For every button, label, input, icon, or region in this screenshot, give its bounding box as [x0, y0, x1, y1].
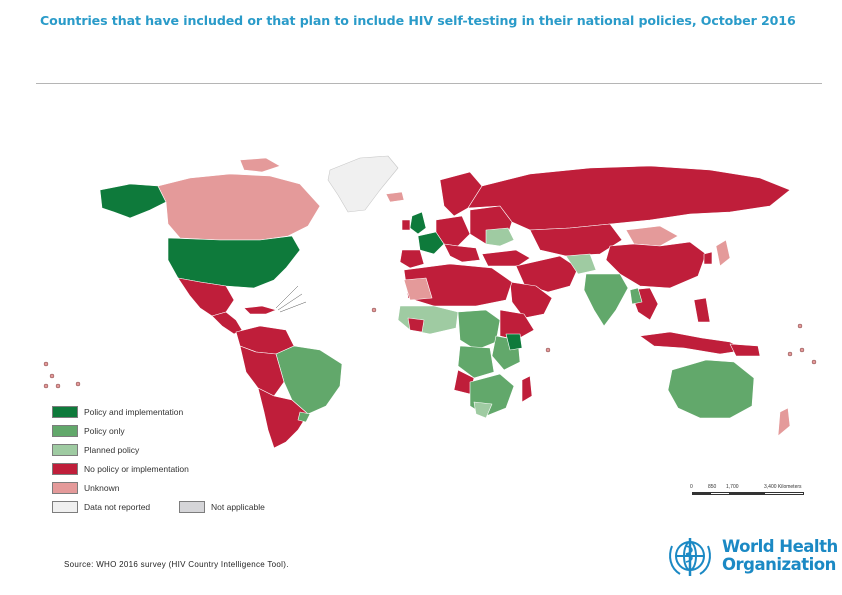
region-canada	[157, 173, 321, 241]
scale-segment	[693, 493, 711, 494]
region-korea	[703, 251, 713, 265]
scale-label: 850	[708, 484, 717, 490]
scale-label: 0	[690, 484, 693, 490]
who-wordmark-line1: World Health	[722, 537, 838, 556]
island-marker	[55, 383, 61, 389]
region-australia	[667, 359, 755, 419]
island-marker	[811, 359, 817, 365]
region-sahara-west	[403, 277, 433, 301]
region-west-africa-coast	[407, 317, 425, 333]
region-andes	[239, 345, 285, 397]
legend-swatch	[52, 501, 78, 513]
region-central-africa	[457, 309, 501, 351]
legend-swatch	[52, 444, 78, 456]
region-philippines	[693, 297, 711, 323]
region-ukraine	[485, 227, 515, 247]
region-central-america	[211, 311, 243, 335]
region-indonesia	[639, 331, 747, 355]
legend-label: Planned policy	[84, 445, 140, 455]
region-iberia	[399, 249, 425, 269]
region-caribbean	[243, 305, 277, 315]
caribbean-leader	[277, 293, 303, 311]
region-japan	[715, 239, 731, 267]
region-kenya	[505, 333, 523, 351]
region-madagascar	[521, 375, 533, 403]
region-drc	[457, 345, 495, 379]
scale-segment	[729, 493, 765, 494]
region-arctic-islands	[239, 157, 281, 173]
scale-label: 1,700	[726, 484, 739, 490]
island-marker	[43, 383, 49, 389]
title-divider	[36, 83, 822, 84]
region-turkey	[481, 249, 531, 267]
region-southern-cone	[257, 387, 309, 449]
who-emblem-icon	[669, 538, 711, 576]
who-wordmark-line2: Organization	[722, 555, 836, 574]
island-marker	[545, 347, 551, 353]
source-note: Source: WHO 2016 survey (HIV Country Int…	[64, 560, 289, 569]
region-russia	[467, 165, 791, 231]
caribbean-leader	[275, 285, 299, 309]
region-horn	[499, 309, 535, 341]
region-south-africa-tip	[473, 401, 493, 419]
region-ireland	[401, 219, 411, 231]
page-title: Countries that have included or that pla…	[40, 13, 796, 28]
region-afghanistan	[565, 253, 597, 275]
island-marker	[75, 381, 81, 387]
region-mongolia	[625, 225, 679, 247]
scale-ruler	[692, 492, 804, 495]
legend-label: Policy only	[84, 426, 125, 436]
region-iceland	[385, 191, 405, 203]
legend-label: No policy or implementation	[84, 464, 189, 474]
region-greenland	[327, 155, 399, 213]
region-brazil	[275, 345, 343, 415]
world-map	[43, 155, 817, 449]
who-wordmark: World Health Organization	[722, 538, 838, 574]
island-marker	[787, 351, 793, 357]
legend-label: Data not reported	[84, 502, 151, 512]
legend-swatch	[179, 501, 205, 513]
region-new-zealand	[777, 407, 791, 437]
region-uruguay	[297, 411, 311, 423]
legend-label: Policy and implementation	[84, 407, 184, 417]
legend-label: Unknown	[84, 483, 120, 493]
map-scale-bar: 0 850 1,700 3,400 Kilometers	[690, 484, 830, 504]
legend-swatch	[52, 425, 78, 437]
region-myanmar	[629, 287, 643, 305]
region-balkans	[443, 243, 481, 263]
region-west-africa	[397, 305, 459, 335]
legend-swatch	[52, 482, 78, 494]
island-marker	[371, 307, 377, 313]
region-india	[583, 273, 629, 327]
region-arabia	[509, 281, 553, 319]
region-papua	[729, 343, 761, 357]
scale-label: 3,400 Kilometers	[764, 484, 802, 490]
region-alaska	[99, 183, 167, 219]
region-china	[605, 241, 707, 289]
legend-swatch	[52, 406, 78, 418]
region-uk	[409, 211, 427, 235]
island-marker	[43, 361, 49, 367]
who-logo: World Health Organization	[664, 532, 838, 582]
region-france	[417, 231, 445, 255]
caribbean-leader	[279, 301, 307, 313]
island-marker	[797, 323, 803, 329]
island-marker	[49, 373, 55, 379]
legend-label: Not applicable	[211, 502, 265, 512]
legend-swatch	[52, 463, 78, 475]
island-marker	[799, 347, 805, 353]
